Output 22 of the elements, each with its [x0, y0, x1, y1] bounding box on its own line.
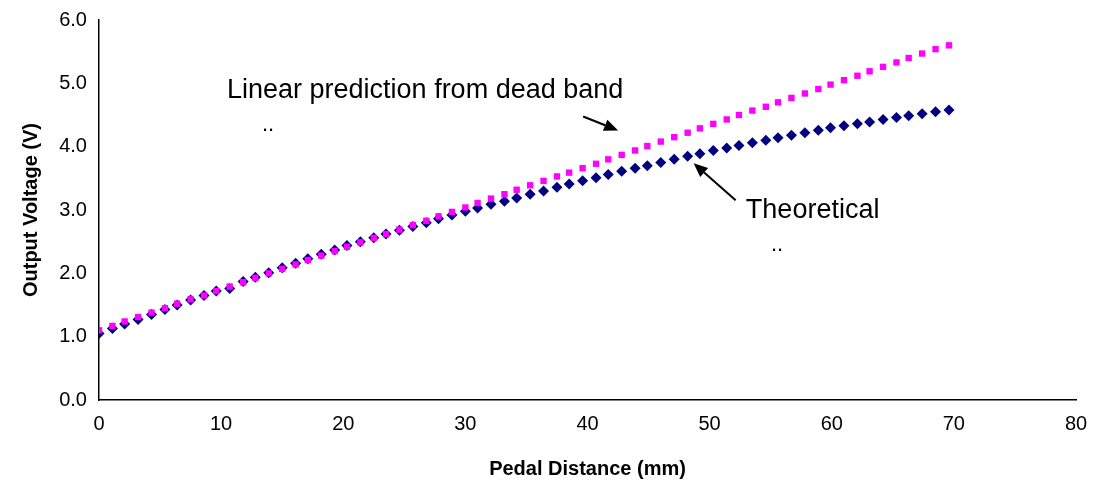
x-axis-title: Pedal Distance (mm): [489, 456, 686, 479]
y-axis-title: Output Voltage (V): [18, 122, 41, 298]
x-tick-label: 40: [576, 411, 599, 434]
x-tick-label: 80: [1064, 411, 1088, 434]
x-tick-label: 10: [210, 411, 233, 434]
annotation: Theoretical: [745, 193, 880, 224]
x-tick-label: 0: [93, 411, 105, 434]
x-tick-label: 60: [820, 411, 843, 434]
annotation: Linear prediction from dead band: [227, 73, 624, 104]
y-tick-label: 3.0: [59, 197, 87, 220]
x-tick-label: 50: [698, 411, 721, 434]
x-tick-label: 30: [454, 411, 477, 434]
y-tick-label: 2.0: [59, 260, 87, 283]
x-tick-label: 20: [332, 411, 355, 434]
x-tick-label: 70: [942, 411, 965, 434]
y-tick-label: 4.0: [59, 134, 87, 157]
y-tick-label: 5.0: [59, 70, 87, 93]
y-tick-label: 1.0: [59, 324, 87, 347]
annotation: ..: [770, 231, 784, 257]
y-tick-label: 6.0: [59, 7, 87, 30]
y-tick-label: 0.0: [59, 387, 87, 410]
annotation: ..: [261, 111, 275, 137]
